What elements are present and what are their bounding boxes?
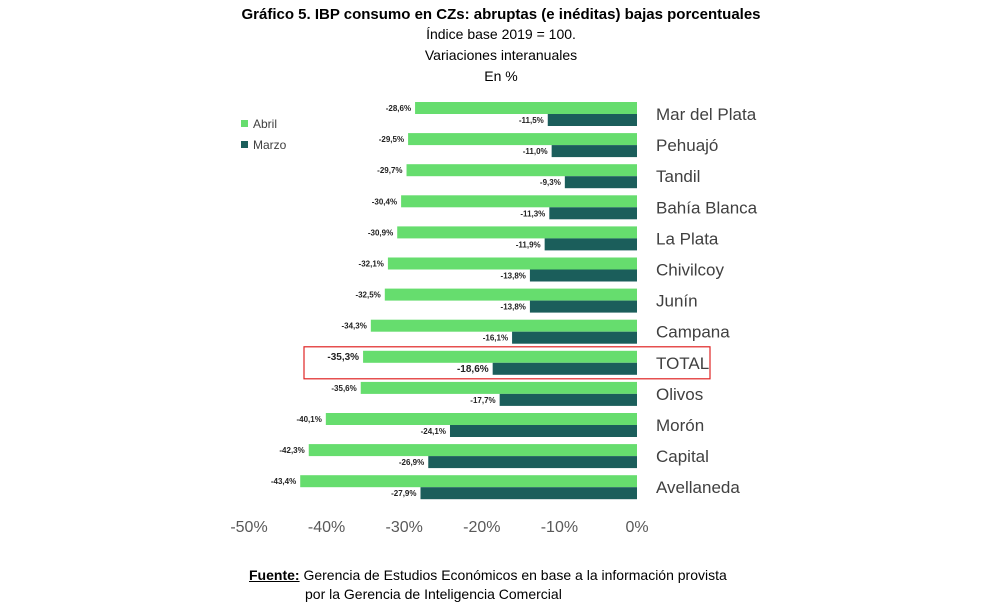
data-label-marzo-junin: -13,8% xyxy=(501,303,526,312)
x-tick-label: 0% xyxy=(625,519,648,536)
category-label-bahia-blanca: Bahía Blanca xyxy=(656,198,758,217)
legend-item-abril: Abril xyxy=(241,113,286,134)
bar-abril-avellaneda xyxy=(300,475,637,488)
category-label-chivilcoy: Chivilcoy xyxy=(656,261,725,280)
x-tick-label: -20% xyxy=(463,519,500,536)
data-label-abril-mar-del-plata: -28,6% xyxy=(386,104,411,113)
category-label-tandil: Tandil xyxy=(656,167,700,186)
bar-abril-junin xyxy=(384,288,637,301)
category-label-olivos: Olivos xyxy=(656,385,703,404)
data-label-abril-bahia-blanca: -30,4% xyxy=(372,197,397,206)
data-label-marzo-pehuajo: -11,0% xyxy=(523,147,548,156)
category-label-pehuajo: Pehuajó xyxy=(656,136,718,155)
legend-item-marzo: Marzo xyxy=(241,134,286,155)
bar-abril-olivos xyxy=(360,381,637,394)
data-label-marzo-total: -18,6% xyxy=(457,364,489,375)
category-label-mar-del-plata: Mar del Plata xyxy=(656,105,757,124)
bar-marzo-mar-del-plata xyxy=(547,114,637,126)
chart-subtitle-2: Variaciones interanuales xyxy=(424,47,578,63)
data-label-abril-moron: -40,1% xyxy=(296,415,321,424)
bar-abril-la-plata xyxy=(397,226,637,239)
x-tick-label: -10% xyxy=(541,519,578,536)
data-label-abril-junin: -32,5% xyxy=(355,291,380,300)
category-label-avellaneda: Avellaneda xyxy=(656,478,740,497)
data-label-marzo-campana: -16,1% xyxy=(483,334,508,343)
bar-abril-chivilcoy xyxy=(387,257,637,270)
bar-abril-tandil xyxy=(406,164,637,177)
data-label-abril-tandil: -29,7% xyxy=(377,166,402,175)
bar-marzo-tandil xyxy=(564,176,637,189)
category-label-junin: Junín xyxy=(656,292,698,311)
data-label-marzo-avellaneda: -27,9% xyxy=(391,489,416,498)
category-label-total: TOTAL xyxy=(656,354,709,373)
data-label-marzo-bahia-blanca: -11,3% xyxy=(520,209,545,218)
legend-swatch-marzo xyxy=(241,141,248,148)
data-label-abril-chivilcoy: -32,1% xyxy=(359,260,384,269)
bar-abril-total xyxy=(363,350,637,363)
data-label-abril-pehuajo: -29,5% xyxy=(379,135,404,144)
legend-swatch-abril xyxy=(241,120,248,127)
bar-marzo-capital xyxy=(428,456,637,469)
bar-marzo-junin xyxy=(529,300,637,313)
data-label-marzo-capital: -26,9% xyxy=(399,458,424,467)
category-label-capital: Capital xyxy=(656,447,709,466)
data-label-marzo-olivos: -17,7% xyxy=(470,396,495,405)
x-tick-label: -50% xyxy=(230,519,267,536)
source-note: Fuente: Gerencia de Estudios Económicos … xyxy=(249,566,727,604)
category-label-la-plata: La Plata xyxy=(656,229,719,248)
data-label-marzo-moron: -24,1% xyxy=(421,427,446,436)
data-label-abril-avellaneda: -43,4% xyxy=(271,477,296,486)
source-text-1: Gerencia de Estudios Económicos en base … xyxy=(299,567,727,583)
x-tick-label: -40% xyxy=(308,519,345,536)
legend-label-marzo: Marzo xyxy=(253,137,287,152)
bar-marzo-olivos xyxy=(499,393,637,406)
bar-abril-moron xyxy=(325,413,637,425)
bar-marzo-avellaneda xyxy=(420,487,637,500)
bar-marzo-moron xyxy=(449,425,637,437)
legend: Abril Marzo xyxy=(241,113,286,155)
bar-abril-capital xyxy=(308,444,637,457)
bar-marzo-bahia-blanca xyxy=(549,207,637,220)
chart-subtitle-3: En % xyxy=(484,68,518,84)
source-label: Fuente: xyxy=(249,567,300,583)
bar-abril-pehuajo xyxy=(408,133,637,146)
bar-marzo-campana xyxy=(512,331,637,344)
category-label-campana: Campana xyxy=(656,323,730,342)
data-label-marzo-la-plata: -11,9% xyxy=(516,240,541,249)
data-label-abril-campana: -34,3% xyxy=(341,322,366,331)
data-label-abril-total: -35,3% xyxy=(327,352,359,363)
bar-marzo-pehuajo xyxy=(551,145,637,158)
data-label-marzo-chivilcoy: -13,8% xyxy=(501,272,526,281)
chart-title: Gráfico 5. IBP consumo en CZs: abruptas … xyxy=(241,6,761,23)
bar-abril-mar-del-plata xyxy=(415,102,637,114)
legend-label-abril: Abril xyxy=(253,116,278,131)
x-tick-label: -30% xyxy=(386,519,423,536)
data-label-abril-capital: -42,3% xyxy=(279,446,304,455)
bar-marzo-la-plata xyxy=(544,238,637,251)
data-label-abril-la-plata: -30,9% xyxy=(368,228,393,237)
source-text-2: por la Gerencia de Inteligencia Comercia… xyxy=(305,586,562,602)
chart-subtitle-1: Índice base 2019 = 100. xyxy=(426,26,576,42)
data-label-marzo-mar-del-plata: -11,5% xyxy=(519,116,544,125)
bar-abril-bahia-blanca xyxy=(401,195,637,208)
bar-marzo-total xyxy=(492,362,637,375)
bar-abril-campana xyxy=(370,319,637,332)
data-label-marzo-tandil: -9,3% xyxy=(540,178,561,187)
category-label-moron: Morón xyxy=(656,416,704,435)
highlight-box-total xyxy=(303,346,711,380)
data-label-abril-olivos: -35,6% xyxy=(331,384,356,393)
bar-marzo-chivilcoy xyxy=(529,269,637,282)
